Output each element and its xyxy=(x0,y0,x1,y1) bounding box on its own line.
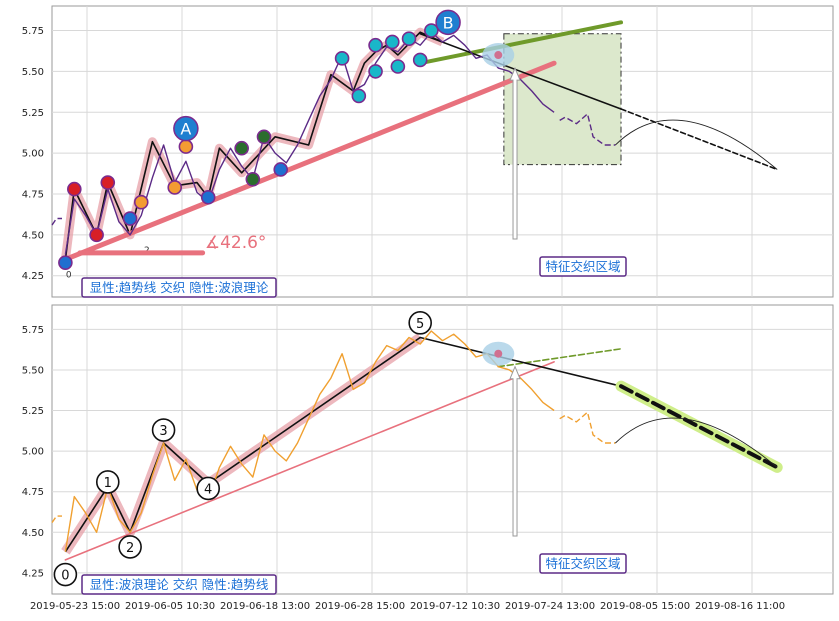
wave-point-marker xyxy=(273,162,289,177)
y-tick-label: 4.25 xyxy=(22,568,44,579)
wave-label-circle xyxy=(118,535,142,559)
wave-point-marker xyxy=(67,181,82,197)
caption-box xyxy=(81,574,277,595)
wave-path-line xyxy=(64,336,421,553)
y-tick-label: 5.75 xyxy=(22,26,44,37)
wave-point-marker xyxy=(412,52,428,68)
wave-point-marker xyxy=(133,194,149,210)
zone-arrow xyxy=(509,365,521,537)
price-series-line xyxy=(64,330,555,552)
price-series-line xyxy=(559,411,616,444)
wave-point-marker xyxy=(368,37,383,53)
trend-line xyxy=(418,20,624,66)
y-tick-label: 5.50 xyxy=(22,67,44,78)
projection-arc xyxy=(615,417,778,468)
wave-label-circle xyxy=(408,311,432,335)
wave-label-circle xyxy=(151,418,176,442)
wave-point-marker xyxy=(368,64,383,79)
wave-point-marker xyxy=(351,88,367,104)
x-tick-label: 2019-07-24 13:00 xyxy=(505,601,595,612)
wave-point-marker xyxy=(178,139,194,154)
wave-label-2: 2 xyxy=(126,541,134,556)
wave-label-circle xyxy=(435,9,461,36)
wave-label-circle xyxy=(95,470,120,494)
y-tick-label: 4.75 xyxy=(22,487,44,498)
panel-caption: 显性:波浪理论 交织 隐性:趋势线 xyxy=(90,577,269,592)
wave-label-A: A xyxy=(180,120,191,139)
trend-line xyxy=(419,32,622,110)
panel-caption: 显性:趋势线 交织 隐性:波浪理论 xyxy=(90,280,269,295)
plot-frame xyxy=(51,5,834,298)
wave-label-3: 3 xyxy=(159,424,167,439)
y-tick-label: 5.25 xyxy=(22,406,44,417)
x-tick-label: 2019-08-16 11:00 xyxy=(695,601,785,612)
wave-point-marker xyxy=(100,175,116,190)
wave-label-4: 4 xyxy=(204,482,212,497)
y-tick-label: 4.25 xyxy=(22,271,44,282)
x-tick-label: 2019-05-23 15:00 xyxy=(30,601,120,612)
trend-line xyxy=(620,108,779,171)
projection-arc xyxy=(615,119,778,170)
price-series-line xyxy=(51,515,62,523)
peak-dot xyxy=(494,349,503,358)
y-tick-label: 5.75 xyxy=(22,325,44,336)
peak-dot xyxy=(494,51,503,60)
wave-label-circle xyxy=(196,476,220,501)
zone-arrow xyxy=(509,66,521,240)
wave-point-marker xyxy=(424,23,439,38)
intersection-zone-box xyxy=(503,33,622,166)
wave-label-circle xyxy=(53,562,78,587)
wave-point-marker xyxy=(200,189,216,205)
price-series-line xyxy=(51,217,62,226)
wave-point-marker xyxy=(122,211,138,226)
wave-label-circle xyxy=(173,115,199,142)
wave-point-marker xyxy=(245,171,261,187)
caption-box xyxy=(81,277,277,298)
wave-point-marker xyxy=(390,59,406,74)
wave-point-marker xyxy=(334,51,350,66)
y-tick-label: 4.50 xyxy=(22,230,44,241)
y-tick-label: 5.50 xyxy=(22,365,44,376)
zone-label: 特征交织区域 xyxy=(545,556,620,571)
wave-label-5: 5 xyxy=(416,317,424,332)
point-label-0: 0 xyxy=(66,270,72,280)
wave-point-marker xyxy=(167,180,183,195)
trend-line xyxy=(64,361,555,561)
zone-label-box xyxy=(539,256,627,277)
bottom-panel: 4.25 4.50 4.75 5.00 5.25 5.50 5.75 特征交织区域显性:波浪理… xyxy=(22,304,834,595)
x-tick-label: 2019-07-12 10:30 xyxy=(410,601,500,612)
y-tick-label: 4.75 xyxy=(22,190,44,201)
y-tick-label: 4.50 xyxy=(22,528,44,539)
x-tick-label: 2019-08-05 15:00 xyxy=(600,601,690,612)
angle-label: ∡42.6° xyxy=(205,233,267,253)
wave-label-1: 1 xyxy=(104,476,112,491)
x-tick-label: 2019-06-05 10:30 xyxy=(125,601,215,612)
y-tick-label: 5.00 xyxy=(22,447,44,458)
wave-point-marker xyxy=(256,129,272,145)
x-tick-label: 2019-06-18 13:00 xyxy=(220,601,310,612)
zone-label: 特征交织区域 xyxy=(545,259,620,274)
trend-line xyxy=(619,384,780,470)
wave-point-marker xyxy=(89,227,104,243)
y-tick-label: 5.25 xyxy=(22,108,44,119)
y-tick-label: 5.00 xyxy=(22,149,44,160)
zone-label-box xyxy=(539,553,627,574)
plot-frame xyxy=(51,304,834,595)
wave-label-B: B xyxy=(443,13,454,32)
x-tick-label: 2019-06-28 15:00 xyxy=(315,601,405,612)
trend-line xyxy=(497,348,622,368)
wave-point-marker xyxy=(234,140,249,156)
wave-point-marker xyxy=(384,34,400,50)
wave-point-marker xyxy=(401,31,417,46)
wave-label-0: 0 xyxy=(61,569,69,584)
trend-line xyxy=(62,60,557,262)
wave-path-line xyxy=(64,31,443,260)
trend-line xyxy=(419,336,622,387)
wave-point-marker xyxy=(58,255,73,270)
top-panel: 4.25 4.50 4.75 5.00 5.25 5.50 5.75 特征交织区域显性:趋势线… xyxy=(22,5,834,298)
